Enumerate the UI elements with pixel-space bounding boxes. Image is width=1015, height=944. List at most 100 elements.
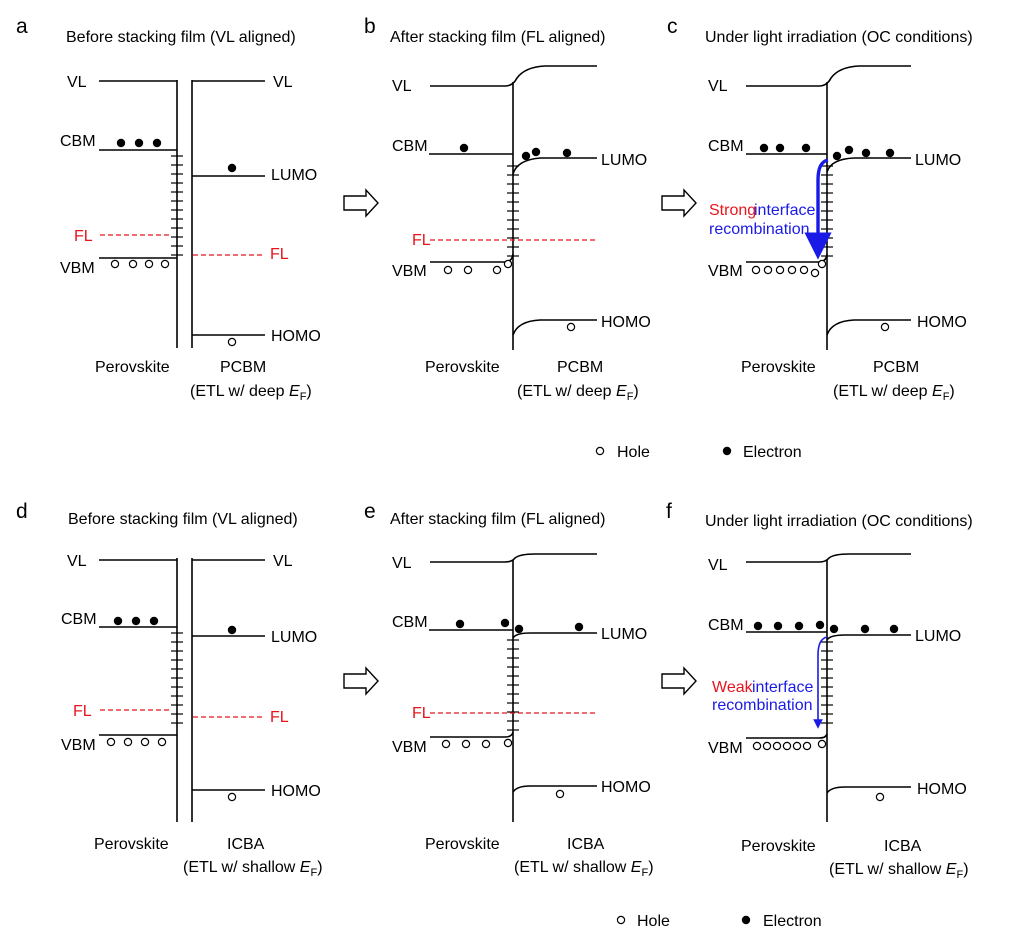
electron bbox=[562, 148, 572, 158]
panel-letter-d: d bbox=[16, 500, 28, 523]
lumo-label: LUMO bbox=[915, 152, 961, 169]
hole bbox=[140, 737, 150, 747]
electron bbox=[455, 619, 465, 629]
vbm-label: VBM bbox=[708, 263, 743, 280]
electron bbox=[889, 624, 899, 634]
transition-arrow-icon bbox=[343, 188, 379, 218]
etl-description: (ETL w/ shallow EF) bbox=[183, 859, 323, 879]
panel-a: a Before stacking film (VL aligned) VL V… bbox=[16, 15, 321, 403]
panel-c-title: Under light irradiation (OC conditions) bbox=[705, 29, 973, 46]
vacuum-level bbox=[746, 65, 911, 87]
electron bbox=[574, 622, 584, 632]
hole bbox=[123, 737, 133, 747]
electron bbox=[794, 621, 804, 631]
hole bbox=[880, 322, 890, 332]
hole bbox=[106, 737, 116, 747]
etl-description: (ETL w/ shallow EF) bbox=[829, 861, 969, 881]
transition-arrow-icon bbox=[343, 666, 379, 696]
homo-label: HOMO bbox=[917, 781, 967, 798]
hole bbox=[772, 741, 782, 751]
electron bbox=[514, 624, 524, 634]
hole bbox=[443, 265, 453, 275]
recombination-strength: Weak bbox=[712, 679, 754, 696]
panel-d: d Before stacking film (VL aligned) VL V… bbox=[16, 500, 323, 879]
vl-label-left: VL bbox=[67, 553, 87, 570]
hole bbox=[752, 741, 762, 751]
perovskite-label: Perovskite bbox=[95, 359, 170, 376]
panel-b-title: After stacking film (FL aligned) bbox=[390, 29, 605, 46]
hole bbox=[775, 265, 785, 275]
etl-material-label: ICBA bbox=[567, 836, 605, 853]
hole bbox=[463, 265, 473, 275]
panel-e: e After stacking film (FL aligned) VL CB… bbox=[364, 500, 654, 879]
vbm-line bbox=[746, 733, 828, 739]
cbm-label: CBM bbox=[392, 138, 428, 155]
vbm-label: VBM bbox=[60, 260, 95, 277]
lumo-label: LUMO bbox=[271, 167, 317, 184]
homo-label: HOMO bbox=[601, 314, 651, 331]
electron bbox=[131, 616, 141, 626]
legend-bottom: Hole Electron bbox=[616, 913, 822, 930]
electron bbox=[116, 138, 126, 148]
panel-d-title: Before stacking film (VL aligned) bbox=[68, 511, 298, 528]
vl-label: VL bbox=[392, 78, 412, 95]
vacuum-level bbox=[430, 553, 597, 563]
electron bbox=[829, 624, 839, 634]
perovskite-label: Perovskite bbox=[425, 836, 500, 853]
homo-label: HOMO bbox=[917, 314, 967, 331]
perovskite-label: Perovskite bbox=[741, 838, 816, 855]
homo-line bbox=[826, 786, 911, 794]
hole bbox=[802, 741, 812, 751]
vbm-line bbox=[430, 253, 514, 263]
recombination-arrow-icon bbox=[804, 158, 832, 260]
lumo-line bbox=[512, 632, 597, 639]
hole bbox=[817, 259, 827, 269]
hole bbox=[492, 265, 502, 275]
electron bbox=[227, 625, 237, 635]
cbm-label: CBM bbox=[708, 617, 744, 634]
interface-trap-states bbox=[507, 639, 519, 731]
homo-label: HOMO bbox=[601, 779, 651, 796]
transition-arrow-icon bbox=[661, 188, 697, 218]
etl-material-label: ICBA bbox=[884, 838, 922, 855]
hole bbox=[555, 789, 565, 799]
lumo-label: LUMO bbox=[601, 152, 647, 169]
electron bbox=[134, 138, 144, 148]
lumo-label: LUMO bbox=[915, 628, 961, 645]
electron bbox=[885, 148, 895, 158]
hole bbox=[782, 741, 792, 751]
electron bbox=[861, 148, 871, 158]
panel-b: b After stacking film (FL aligned) VL CB… bbox=[364, 15, 651, 403]
lumo-line bbox=[826, 157, 911, 173]
hole bbox=[157, 737, 167, 747]
homo-line bbox=[512, 785, 597, 793]
electron bbox=[801, 143, 811, 153]
hole bbox=[566, 322, 576, 332]
electron bbox=[753, 621, 763, 631]
vl-label: VL bbox=[708, 557, 728, 574]
vbm-label: VBM bbox=[392, 739, 427, 756]
cbm-label: CBM bbox=[61, 611, 97, 628]
panel-f: f Under light irradiation (OC conditions… bbox=[666, 500, 973, 881]
hole bbox=[792, 741, 802, 751]
electron bbox=[459, 143, 469, 153]
panel-a-title: Before stacking film (VL aligned) bbox=[66, 29, 296, 46]
etl-description: (ETL w/ deep EF) bbox=[517, 383, 639, 403]
fl-label-left: FL bbox=[73, 703, 92, 720]
electron bbox=[775, 143, 785, 153]
hole bbox=[787, 265, 797, 275]
electron bbox=[149, 616, 159, 626]
etl-material-label: ICBA bbox=[227, 836, 265, 853]
hole-legend-icon bbox=[595, 446, 605, 456]
interface-trap-states bbox=[171, 632, 183, 724]
perovskite-label: Perovskite bbox=[94, 836, 169, 853]
etl-description: (ETL w/ shallow EF) bbox=[514, 859, 654, 879]
legend-hole-label: Hole bbox=[637, 913, 670, 930]
recombination-note-2: recombination bbox=[712, 697, 813, 714]
hole bbox=[160, 259, 170, 269]
vacuum-level bbox=[430, 65, 597, 87]
electron bbox=[773, 621, 783, 631]
vl-label-right: VL bbox=[273, 74, 293, 91]
hole bbox=[762, 741, 772, 751]
